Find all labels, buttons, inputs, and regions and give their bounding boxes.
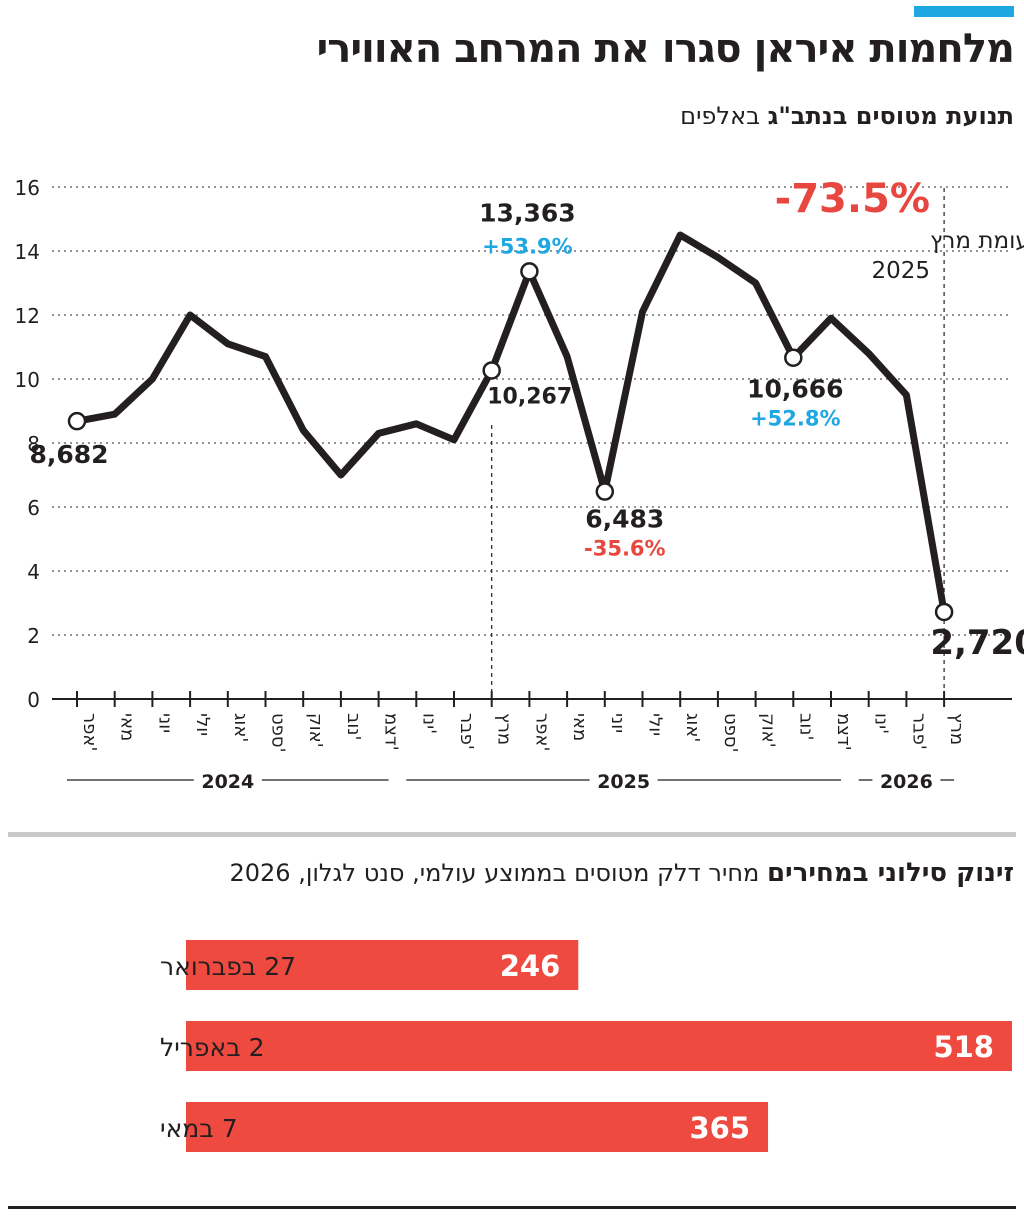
x-tick-label: יולי: [645, 713, 666, 736]
x-tick-label: ספט': [720, 713, 741, 753]
x-tick-label: מרץ: [494, 713, 515, 745]
x-tick-label: יוני: [154, 713, 175, 733]
data-label: 8,682: [29, 440, 108, 469]
x-tick-label: אפר': [531, 713, 552, 751]
year-label: 2025: [597, 771, 650, 793]
chart-subtitle: תנועת מטוסים בנתב"ג באלפים: [680, 102, 1014, 130]
data-point-marker: [595, 482, 615, 501]
x-tick-label: דצמ': [381, 713, 402, 751]
x-tick-label: אוק': [305, 713, 326, 748]
bar-category-label: 2 באפריל: [160, 1033, 265, 1062]
x-tick-label: נוב': [795, 713, 816, 740]
x-tick-label: דצמ': [833, 713, 854, 751]
y-tick-label: 12: [15, 304, 40, 328]
y-tick-label: 0: [27, 688, 40, 712]
y-tick-label: 2: [27, 624, 40, 648]
x-tick-label: אוק': [758, 713, 779, 748]
x-tick-label: אוג': [682, 713, 703, 742]
data-label: 6,483: [585, 505, 664, 534]
line-chart: 0 2 4 6 8 10 12 14 16 אפר' מאי יוני יולי אוג' ספט' אוק'…: [15, 176, 1024, 793]
subtitle-unit: באלפים: [680, 102, 760, 130]
x-tick-label: יולי: [192, 713, 213, 736]
bar-category-label: 7 במאי: [160, 1114, 238, 1143]
y-tick-label: 6: [27, 496, 40, 520]
bar-value-label: 365: [689, 1111, 750, 1145]
x-tick-label: ינו': [418, 713, 439, 734]
callout-change: -73.5%: [775, 176, 930, 222]
section-divider: [8, 832, 1016, 837]
bar-chart-heading: זינוק סילוני במחירים מחיר דלק מטוסים בממ…: [229, 858, 1014, 888]
y-tick-label: 10: [15, 368, 40, 392]
callout-label: לעומת מרץ: [930, 228, 1024, 254]
y-tick-label: 8: [27, 432, 40, 456]
bar: [186, 1102, 769, 1152]
bar: [186, 940, 579, 990]
data-label: 2,720: [930, 623, 1024, 663]
data-point-marker: [67, 411, 87, 431]
change-label: -35.6%: [584, 537, 666, 561]
x-tick-label: אוג': [230, 713, 251, 742]
bar-chart: 246 27 בפברואר 518 2 באפריל 365 7 במאי: [160, 940, 1012, 1152]
change-label: +53.9%: [482, 234, 572, 258]
change-label: +52.8%: [750, 407, 840, 431]
chart-title: מלחמות איראן סגרו את המרחב האווירי: [316, 26, 1015, 72]
x-tick-label: פבר': [908, 713, 929, 750]
data-label: 10,267: [487, 384, 572, 409]
callout-year: 2025: [871, 258, 930, 284]
x-tick-label: נוב': [343, 713, 364, 740]
data-point-marker: [482, 361, 501, 380]
data-point-marker: [934, 602, 954, 622]
data-label: 13,363: [479, 198, 575, 227]
data-point-marker: [520, 262, 539, 281]
x-tick-label: מרץ: [946, 713, 967, 745]
bar-chart-subtitle: מחיר דלק מטוסים בממוצע עולמי, סנט לגלון,…: [229, 859, 760, 887]
x-tick-label: אפר': [79, 713, 100, 751]
x-tick-label: מאי: [117, 713, 138, 741]
x-tick-label: ספט': [268, 713, 289, 753]
bottom-rule: [8, 1206, 1016, 1209]
x-tick-label: יוני: [607, 713, 628, 733]
bar-value-label: 518: [933, 1030, 994, 1064]
year-label: 2024: [201, 771, 254, 793]
x-tick-label: מאי: [569, 713, 590, 741]
bar-chart-title: זינוק סילוני במחירים: [766, 858, 1014, 888]
x-tick-label: פבר': [456, 713, 477, 750]
x-tick-label: ינו': [871, 713, 892, 734]
year-label: 2026: [880, 771, 933, 793]
y-tick-label: 4: [27, 560, 40, 584]
y-tick-label: 16: [15, 176, 40, 200]
data-label: 10,666: [747, 375, 843, 404]
bar-value-label: 246: [500, 949, 561, 983]
subtitle-strong: תנועת מטוסים בנתב"ג: [767, 102, 1014, 130]
bar-category-label: 27 בפברואר: [160, 952, 296, 981]
bar: [186, 1021, 1012, 1071]
y-tick-label: 14: [15, 240, 40, 264]
accent-bar: [914, 6, 1014, 17]
data-point-marker: [784, 348, 803, 367]
